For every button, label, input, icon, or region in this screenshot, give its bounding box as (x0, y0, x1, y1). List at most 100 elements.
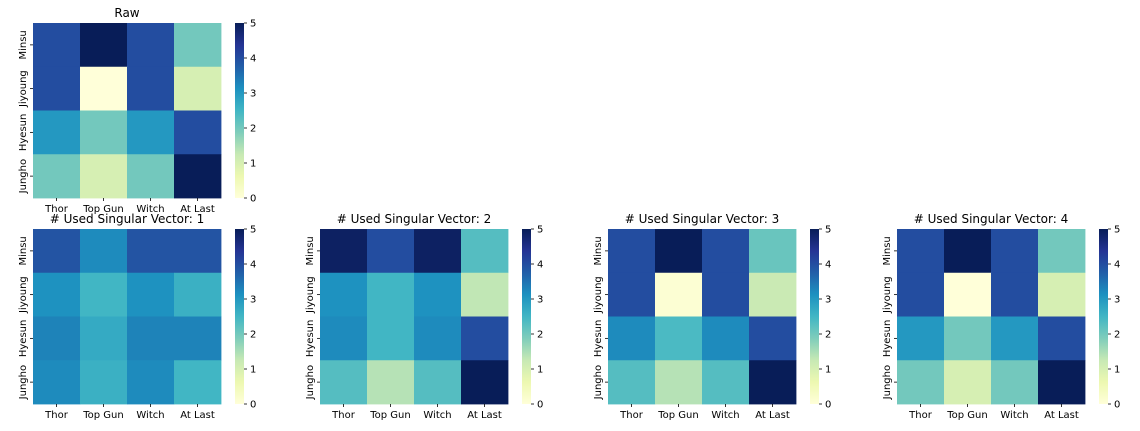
heatmap-panel-1: Raw Thor Top Gun Witch At Last Minsu Jiyoung Hy… (18, 6, 256, 215)
x-tick-label: Witch (423, 410, 451, 421)
y-tick-label: Jungho (882, 365, 893, 400)
colorbar-tick-label: 1 (250, 365, 256, 376)
panel-title: # Used Singular Vector: 4 (914, 212, 1068, 226)
heatmap-cell (80, 316, 128, 361)
heatmap-cell (944, 229, 992, 274)
colorbar-tick-label: 3 (250, 295, 256, 306)
heatmap-cell (749, 360, 797, 405)
heatmap-cell (174, 272, 222, 317)
y-tick-label: Jiyoung (18, 276, 29, 314)
x-tick-label: Thor (619, 410, 644, 421)
heatmap-cell (80, 272, 128, 317)
panel-title: # Used Singular Vector: 2 (337, 212, 491, 226)
colorbar-tick-label: 3 (825, 295, 831, 306)
colorbar-tick-label: 1 (1114, 365, 1120, 376)
x-tick-label: Top Gun (82, 410, 123, 421)
colorbar-tick-label: 5 (537, 225, 543, 236)
heatmap-cell (127, 316, 175, 361)
heatmap-cell (944, 360, 992, 405)
colorbar (1099, 229, 1108, 404)
y-tick-label: Jiyoung (18, 70, 29, 108)
heatmap-cell (127, 360, 175, 405)
heatmap-cell (320, 229, 368, 274)
heatmap-cell (749, 229, 797, 274)
x-tick-label: Witch (136, 204, 164, 215)
heatmap-cell (414, 272, 462, 317)
heatmap-cell (991, 272, 1039, 317)
heatmap-cell (897, 360, 945, 405)
x-tick-label: Top Gun (946, 410, 987, 421)
heatmap-cell (80, 110, 128, 155)
heatmap-cell (702, 229, 750, 274)
heatmap-cell (127, 110, 175, 155)
panel-title: Raw (114, 6, 139, 20)
colorbar-tick-label: 3 (1114, 295, 1120, 306)
heatmap-cell (33, 66, 81, 111)
heatmap-cell (320, 316, 368, 361)
heatmap-cell (174, 316, 222, 361)
heatmap-cell (461, 229, 509, 274)
heatmap-cell (655, 360, 703, 405)
colorbar-tick-label: 2 (250, 124, 256, 135)
heatmap-cell (80, 66, 128, 111)
heatmap-cell (127, 23, 175, 68)
heatmap-cell (897, 229, 945, 274)
y-tick-label: Hyesun (593, 320, 604, 357)
heatmap-cell (1038, 272, 1086, 317)
y-tick-label: Minsu (305, 236, 316, 265)
colorbar-tick-label: 0 (250, 400, 256, 411)
heatmap-cell (367, 229, 415, 274)
x-tick-label: Thor (44, 410, 69, 421)
heatmap-cell (80, 360, 128, 405)
heatmap-panel-4: # Used Singular Vector: 3 Thor Top Gun Witc… (593, 212, 831, 421)
colorbar-tick-label: 0 (825, 400, 831, 411)
y-tick-label: Jiyoung (593, 276, 604, 314)
x-tick-label: At Last (1044, 410, 1079, 421)
x-tick-label: At Last (755, 410, 790, 421)
heatmap-cell (1038, 360, 1086, 405)
heatmap-cell (127, 66, 175, 111)
heatmap-cell (608, 316, 656, 361)
heatmap-cell (702, 272, 750, 317)
colorbar-tick-label: 2 (250, 330, 256, 341)
heatmap-cell (944, 316, 992, 361)
colorbar-tick-label: 0 (1114, 400, 1120, 411)
y-tick-label: Hyesun (18, 114, 29, 151)
x-tick-label: Thor (44, 204, 69, 215)
heatmap-cell (174, 360, 222, 405)
x-tick-label: Top Gun (82, 204, 123, 215)
y-tick-label: Minsu (593, 236, 604, 265)
heatmap-panel-2: # Used Singular Vector: 1 Thor Top Gun Witc… (18, 212, 256, 421)
colorbar-tick-label: 0 (537, 400, 543, 411)
heatmap-cell (749, 316, 797, 361)
colorbar-tick-label: 4 (537, 260, 543, 271)
y-tick-label: Minsu (18, 236, 29, 265)
colorbar-tick-label: 4 (825, 260, 831, 271)
heatmap-cell (608, 229, 656, 274)
heatmap-cell (414, 360, 462, 405)
y-tick-label: Jiyoung (882, 276, 893, 314)
colorbar (235, 23, 244, 198)
heatmap-cell (127, 229, 175, 274)
x-tick-label: Thor (908, 410, 933, 421)
heatmap-cell (991, 360, 1039, 405)
heatmap-cell (33, 110, 81, 155)
heatmap-cell (944, 272, 992, 317)
x-tick-label: At Last (180, 410, 215, 421)
heatmap-panel-5: # Used Singular Vector: 4 Thor Top Gun Witc… (882, 212, 1120, 421)
colorbar-tick-label: 1 (537, 365, 543, 376)
heatmap-cell (80, 229, 128, 274)
heatmap-cell (80, 23, 128, 68)
heatmap-cell (608, 272, 656, 317)
y-tick-label: Jungho (305, 365, 316, 400)
colorbar (235, 229, 244, 404)
heatmap-cell (33, 229, 81, 274)
heatmap-cell (33, 316, 81, 361)
heatmap-cell (991, 229, 1039, 274)
heatmap-cell (80, 154, 128, 199)
heatmap-cell (367, 360, 415, 405)
heatmap-cell (414, 229, 462, 274)
colorbar-tick-label: 1 (250, 159, 256, 170)
heatmap-cell (367, 316, 415, 361)
